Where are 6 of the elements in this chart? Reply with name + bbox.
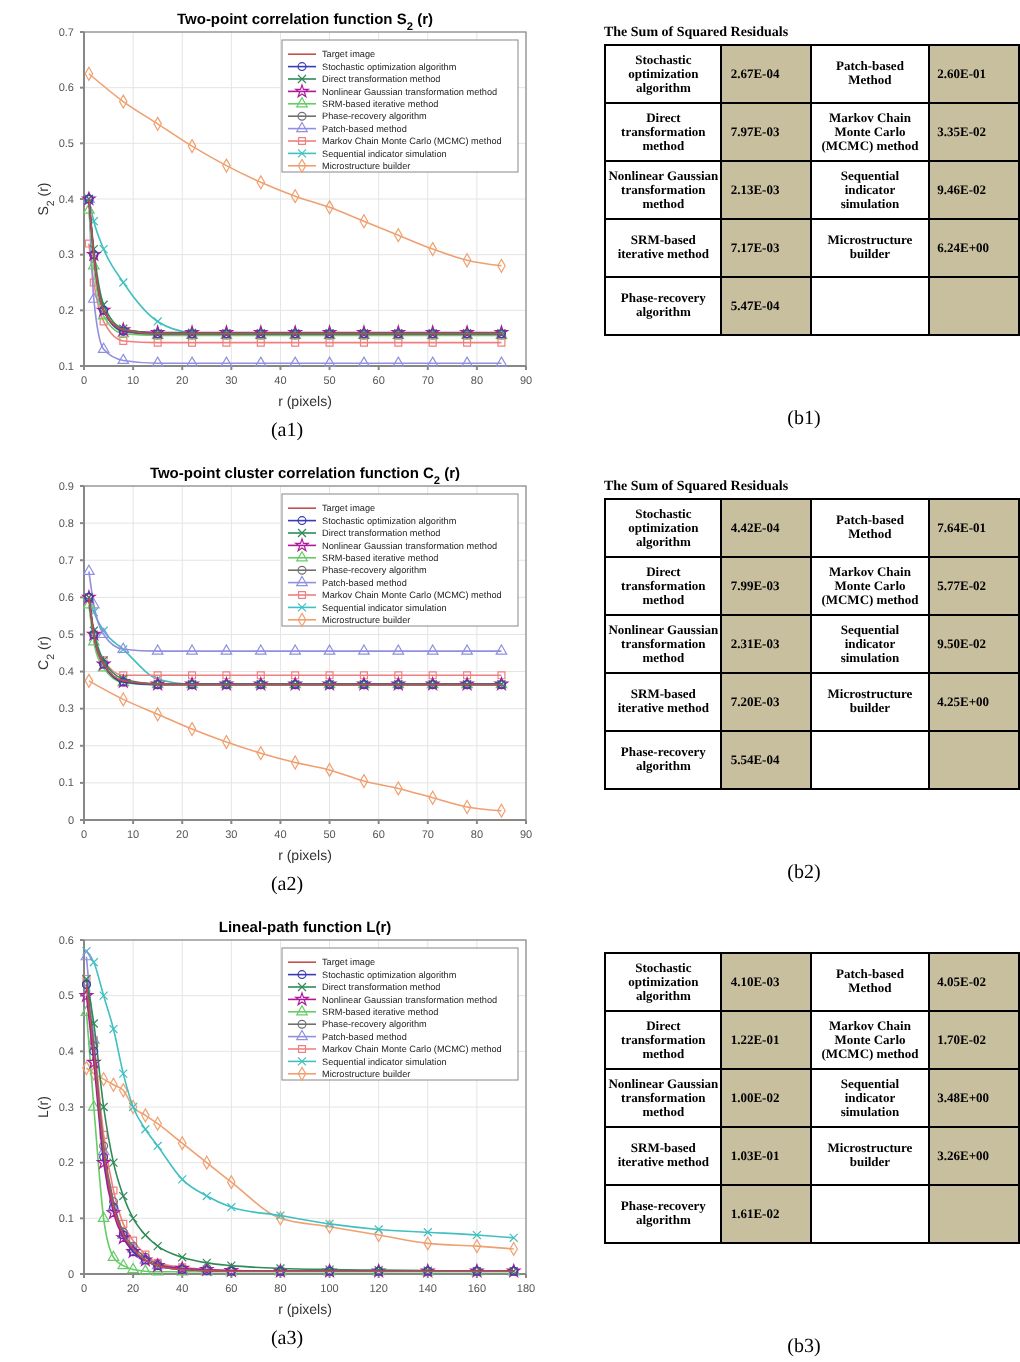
text: (a1) <box>268 420 306 442</box>
text: (b1) <box>785 408 823 430</box>
text: (b3) <box>785 1336 823 1358</box>
text: (b2) <box>785 862 823 884</box>
text: (a2) <box>268 874 306 896</box>
text: (a3) <box>268 1328 306 1350</box>
